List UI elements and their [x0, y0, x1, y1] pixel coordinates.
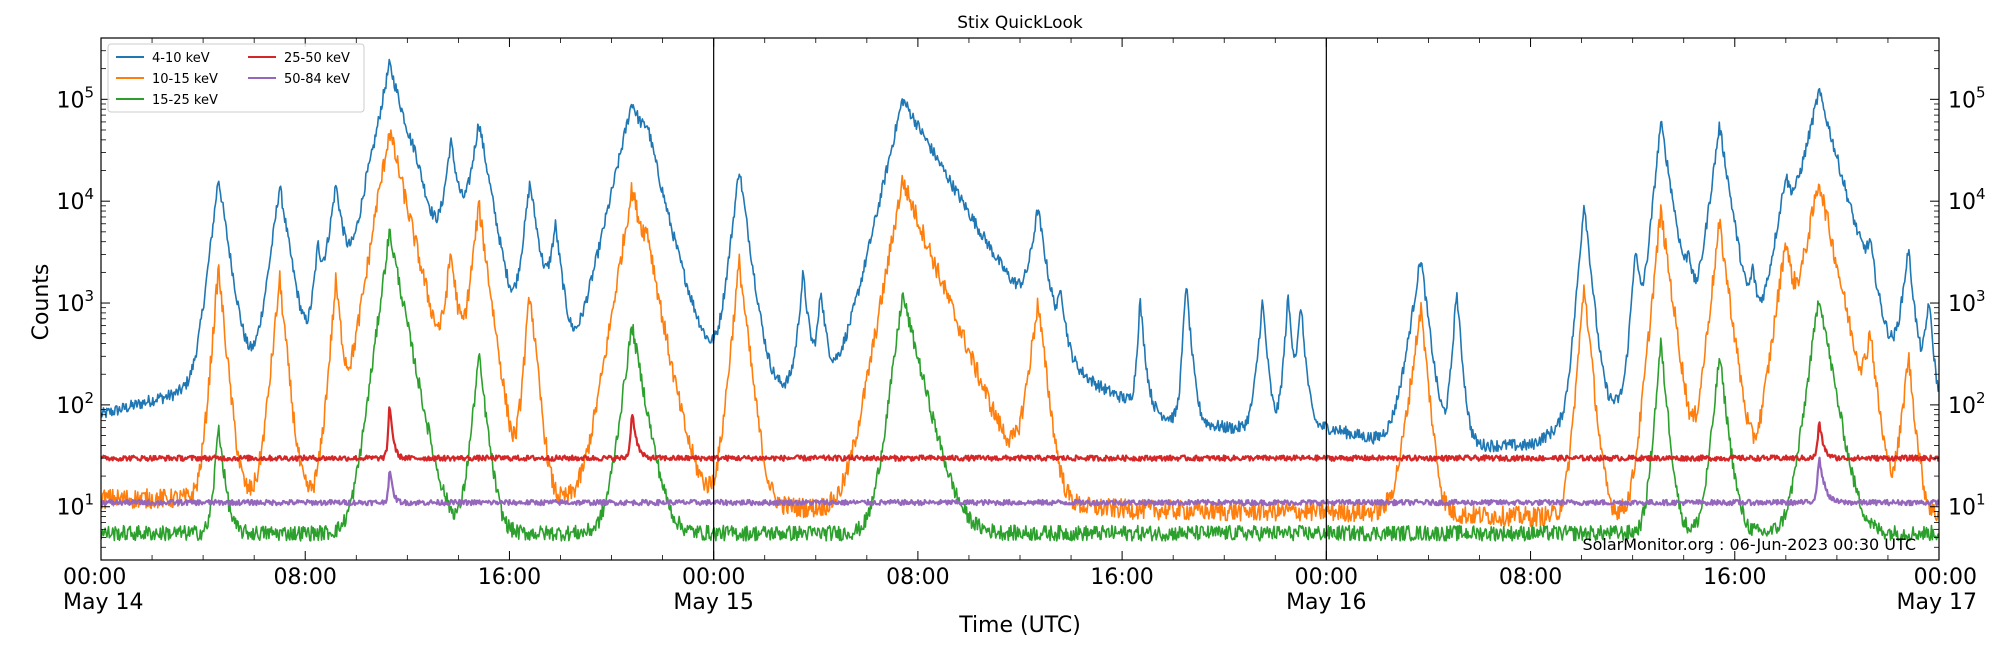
- x-tick-label-time: 16:00: [1703, 565, 1766, 590]
- x-tick-label-time: 08:00: [1499, 565, 1562, 590]
- x-tick-label-date: May 14: [63, 590, 143, 615]
- legend-label-10-15-keV: 10-15 keV: [152, 72, 218, 87]
- y-tick-label-left: 104: [56, 185, 94, 215]
- y-tick-label-left: 103: [56, 287, 94, 317]
- x-tick-label-time: 00:00: [1295, 565, 1358, 590]
- legend-label-15-25-keV: 15-25 keV: [152, 93, 218, 108]
- x-tick-label-time: 16:00: [1090, 565, 1153, 590]
- legend: 4-10 keV 10-15 keV 15-25 keV 25-50 keV 50-84…: [107, 43, 365, 113]
- x-tick-label-time: 16:00: [478, 565, 541, 590]
- x-tick-label-time: 00:00: [682, 565, 745, 590]
- series-layer: [101, 58, 1939, 542]
- watermark-annotation: SolarMonitor.org : 06-Jun-2023 00:30 UTC: [1582, 535, 1916, 554]
- day-separator-layer: [713, 38, 1327, 560]
- x-tick-label-time: 08:00: [274, 565, 337, 590]
- legend-label-50-84-keV: 50-84 keV: [284, 72, 350, 87]
- y-tick-label-left: 101: [56, 491, 94, 521]
- x-tick-label-date: May 17: [1897, 590, 1977, 615]
- legend-box: [107, 43, 365, 113]
- series-line-50-84-keV: [101, 456, 1939, 507]
- y-tick-label-right: 103: [1948, 287, 1986, 317]
- y-tick-label-right: 102: [1948, 389, 1986, 419]
- legend-label-4-10-keV: 4-10 keV: [152, 51, 210, 66]
- y-tick-label-left: 105: [56, 83, 94, 113]
- y-tick-label-right: 104: [1948, 185, 1986, 215]
- chart-title: Stix QuickLook: [957, 13, 1083, 33]
- y-axis-label: Counts: [29, 264, 54, 341]
- y-tick-label-left: 102: [56, 389, 94, 419]
- series-line-10-15-keV: [101, 129, 1939, 527]
- x-tick-label-date: May 15: [673, 590, 753, 615]
- series-line-25-50-keV: [101, 406, 1939, 462]
- series-line-4-10-keV: [101, 58, 1939, 453]
- x-tick-label-time: 08:00: [886, 565, 949, 590]
- x-tick-label-time: 00:00: [1914, 565, 1977, 590]
- y-tick-label-right: 105: [1948, 83, 1986, 113]
- legend-label-25-50-keV: 25-50 keV: [284, 51, 350, 66]
- series-line-15-25-keV: [101, 228, 1939, 542]
- x-tick-label-date: May 16: [1286, 590, 1366, 615]
- plot-frame: [100, 37, 1940, 561]
- x-axis-label: Time (UTC): [958, 613, 1081, 638]
- x-tick-label-time: 00:00: [63, 565, 126, 590]
- y-tick-label-right: 101: [1948, 491, 1986, 521]
